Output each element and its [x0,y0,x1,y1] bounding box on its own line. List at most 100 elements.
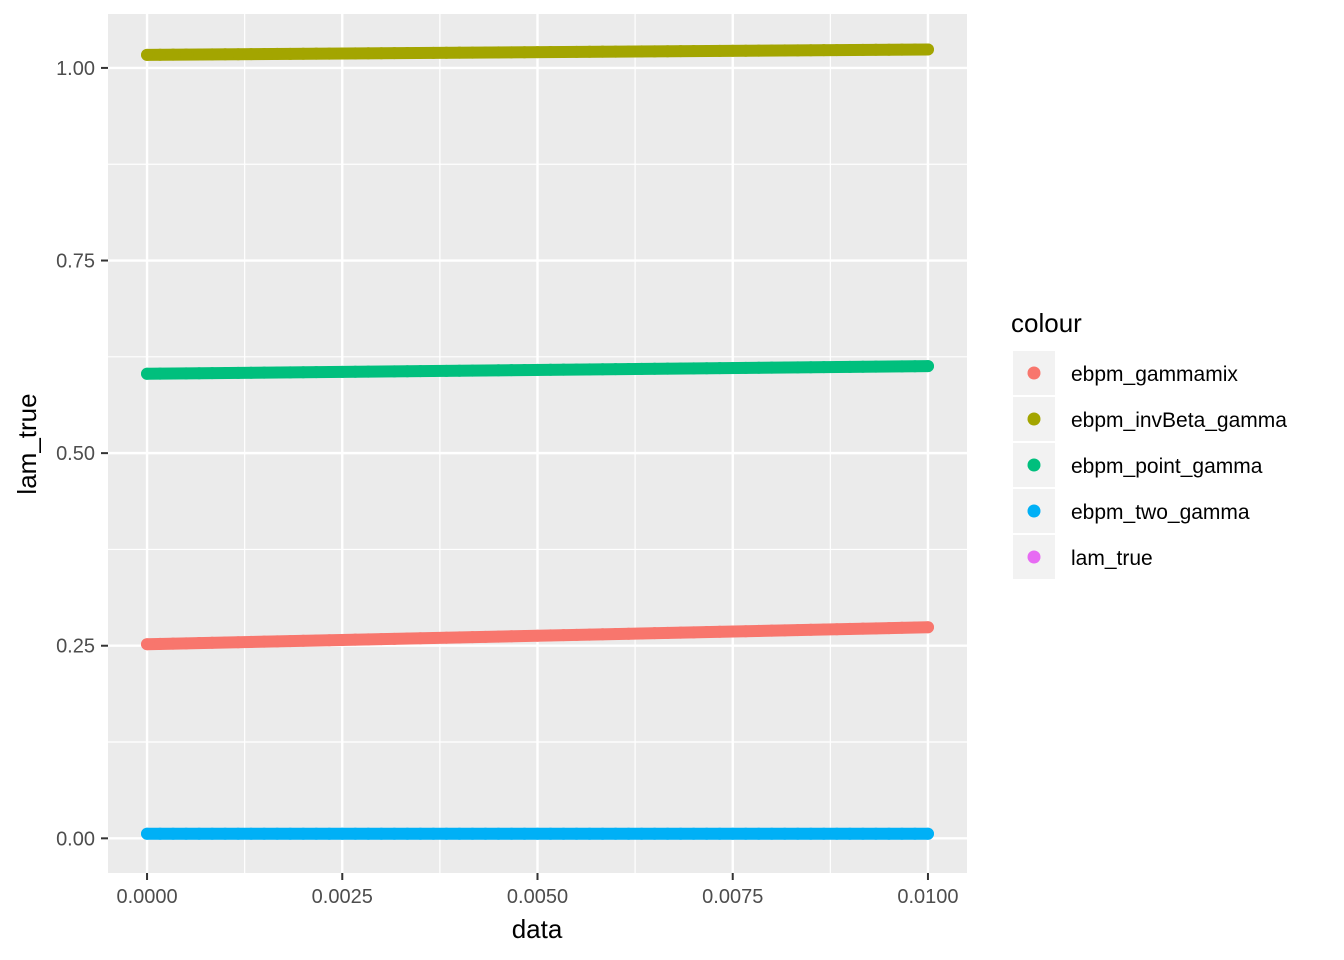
data-point [700,827,713,840]
data-point [635,827,648,840]
data-point [362,827,375,840]
data-point [193,827,206,840]
data-point [388,632,401,645]
data-point [167,637,180,650]
data-point [349,365,362,378]
y-tick-label: 0.50 [56,443,95,465]
data-point [583,363,596,376]
data-point [219,827,232,840]
data-point [843,360,856,373]
data-point [570,45,583,58]
data-point [414,632,427,645]
data-point [804,827,817,840]
y-tick-label: 0.75 [56,251,95,273]
data-point [635,362,648,375]
legend-key-dot [1027,412,1041,426]
data-point [193,367,206,380]
data-point [687,827,700,840]
data-point [518,827,531,840]
data-point [908,621,921,634]
data-point [232,827,245,840]
data-point [661,45,674,58]
data-point [362,365,375,378]
data-point [830,44,843,57]
legend-label: ebpm_two_gamma [1071,501,1250,524]
data-point [544,629,557,642]
data-point [349,633,362,646]
data-point [271,827,284,840]
data-point [401,47,414,60]
data-point [570,628,583,641]
data-point [531,629,544,642]
data-point [895,360,908,373]
x-tick-label: 0.0075 [702,886,763,908]
data-point [856,360,869,373]
series-layer [141,43,934,840]
data-point [726,625,739,638]
data-point [401,827,414,840]
data-point [778,361,791,374]
data-point [401,365,414,378]
data-point [440,827,453,840]
data-point [804,623,817,636]
data-point [492,827,505,840]
data-point [596,827,609,840]
data-point [271,366,284,379]
data-point [778,44,791,57]
data-point [505,827,518,840]
data-point [453,631,466,644]
data-point [609,363,622,376]
data-point [453,827,466,840]
data-point [609,827,622,840]
data-point [752,827,765,840]
data-point [219,636,232,649]
data-point [739,44,752,57]
data-point [843,622,856,635]
data-point [154,827,167,840]
data-point [700,44,713,57]
data-point [245,48,258,61]
data-point [141,827,154,840]
data-point [505,46,518,59]
data-point [791,624,804,637]
data-point [687,626,700,639]
data-point [362,47,375,60]
data-point [271,47,284,60]
data-point [674,827,687,840]
data-point [765,827,778,840]
data-point [427,364,440,377]
series-ebpm_two_gamma [141,827,934,840]
data-point [713,362,726,375]
data-point [648,362,661,375]
data-point [882,43,895,56]
data-point [817,44,830,57]
legend-label: ebpm_gammamix [1071,363,1238,386]
legend-key-dot [1027,504,1041,518]
data-point [687,45,700,58]
data-point [284,827,297,840]
data-point [232,48,245,61]
data-point [206,827,219,840]
legend-title: colour [1011,308,1082,338]
legend-entry-ebpm_point_gamma: ebpm_point_gamma [1013,443,1263,487]
data-point [596,363,609,376]
data-point [232,636,245,649]
data-point [271,635,284,648]
data-point [141,367,154,380]
data-point [349,47,362,60]
data-point [661,626,674,639]
data-point [245,635,258,648]
data-point [557,363,570,376]
data-point [648,45,661,58]
data-point [596,45,609,58]
x-tick-label: 0.0100 [897,886,958,908]
data-point [726,44,739,57]
legend-entry-ebpm_two_gamma: ebpm_two_gamma [1013,489,1250,533]
data-point [297,827,310,840]
data-point [921,827,934,840]
data-point [622,363,635,376]
data-point [284,47,297,60]
data-point [635,627,648,640]
data-point [570,363,583,376]
data-point [791,827,804,840]
